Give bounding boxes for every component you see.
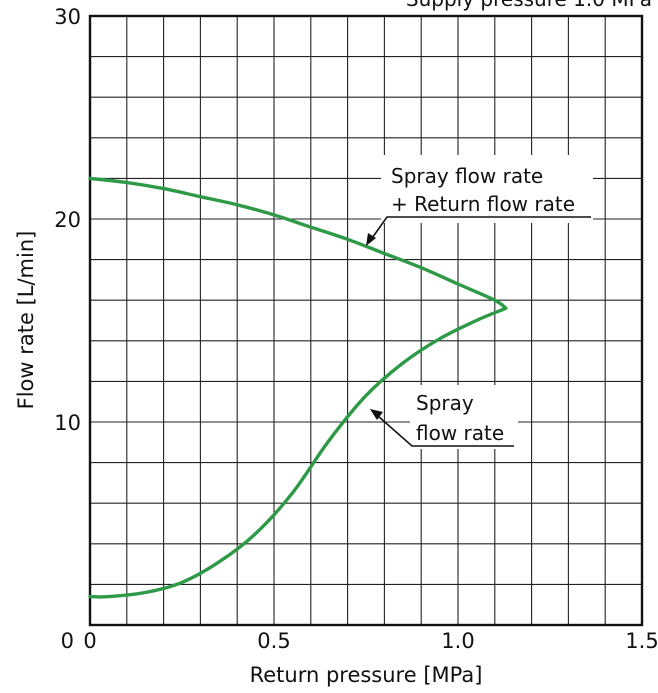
- y-axis-title: Flow rate [L/min]: [14, 231, 38, 410]
- series-line-total-flow: [88, 176, 508, 310]
- annotation-spray-leader: [377, 415, 514, 447]
- annotation-spray: Spray flow rate: [370, 385, 518, 449]
- y-tick-label: 20: [54, 208, 81, 232]
- annotation-spray-arrowhead: [370, 409, 383, 420]
- annotation-total: Spray flow rate + Return flow rate: [366, 155, 593, 246]
- series-line-spray-flow: [88, 306, 508, 599]
- annotation-total-line-1: Spray flow rate: [391, 164, 543, 188]
- y-tick-label: 10: [54, 411, 81, 435]
- plot-frame: [88, 14, 644, 627]
- x-tick-label: 0.5: [257, 629, 290, 653]
- chart-title: Supply pressure 1.0 MPa: [406, 0, 652, 11]
- annotation-spray-line-2: flow rate: [416, 421, 504, 445]
- x-tick-label: 0: [83, 629, 96, 653]
- x-tick-label: 1.5: [625, 629, 658, 653]
- annotation-spray-line-1: Spray: [416, 391, 474, 415]
- tick-labels: 0 0.5 1.0 1.5 0 10 20 30: [54, 5, 658, 653]
- y-tick-label: 30: [54, 5, 81, 29]
- annotation-total-arrowhead: [366, 233, 376, 246]
- annotation-total-leader: [369, 216, 591, 242]
- annotation-total-bg: [381, 155, 593, 223]
- annotation-total-line-2: + Return flow rate: [391, 192, 575, 216]
- series-lines: [88, 176, 508, 599]
- x-axis-title: Return pressure [MPa]: [250, 663, 483, 687]
- x-tick-label: 1.0: [441, 629, 474, 653]
- origin-tick-label: 0: [61, 629, 74, 653]
- grid: [90, 16, 642, 625]
- annotation-spray-bg: [410, 385, 518, 449]
